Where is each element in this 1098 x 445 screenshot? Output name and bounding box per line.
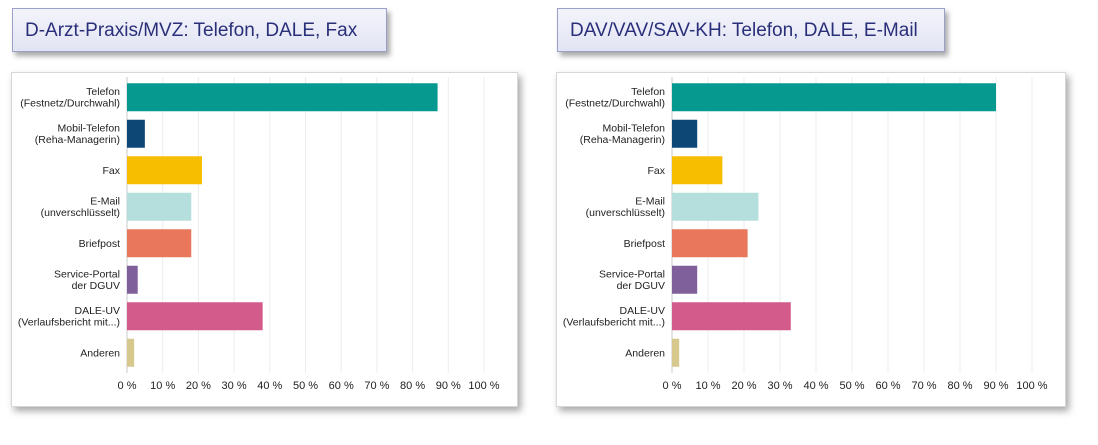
category-label: (unverschlüsselt) xyxy=(586,207,665,219)
category-label: Telefon xyxy=(86,86,120,98)
chart-panel-right: 0 % 10 % 20 % 30 % 40 % 50 % 60 % 70 % 80 % 90 % 1… xyxy=(556,72,1066,407)
category-label: Fax xyxy=(102,165,120,177)
bar xyxy=(127,265,138,294)
x-tick-label: 60 % xyxy=(329,380,354,392)
category-label: Anderen xyxy=(625,347,665,359)
category-label: E-Mail xyxy=(90,196,120,208)
x-tick-label: 80 % xyxy=(400,380,425,392)
bar xyxy=(127,229,192,258)
category-label: Mobil-Telefon xyxy=(58,123,121,135)
x-tick-label: 0 % xyxy=(663,380,682,392)
category-label: Mobil-Telefon xyxy=(603,123,666,135)
chart-panel-left: 0 % 10 % 20 % 30 % 40 % 50 % 60 % 70 % 80 % 90 % 1… xyxy=(11,72,518,407)
category-label: E-Mail xyxy=(635,196,665,208)
x-tick-label: 70 % xyxy=(364,380,389,392)
x-tick-label: 80 % xyxy=(947,380,972,392)
category-label: (unverschlüsselt) xyxy=(41,207,120,219)
x-tick-label: 40 % xyxy=(257,380,282,392)
x-tick-label: 40 % xyxy=(803,380,828,392)
bar xyxy=(672,229,748,258)
category-label: der DGUV xyxy=(72,280,120,292)
category-label: (Verlaufsbericht mit...) xyxy=(563,317,665,329)
chart-title-left: D-Arzt-Praxis/MVZ: Telefon, DALE, Fax xyxy=(12,8,387,52)
x-tick-label: 0 % xyxy=(118,380,137,392)
bar xyxy=(672,192,759,221)
bar xyxy=(672,265,698,294)
category-label: Service-Portal xyxy=(54,269,120,281)
x-tick-label: 30 % xyxy=(222,380,247,392)
bar xyxy=(672,119,698,148)
bar xyxy=(127,192,192,221)
x-tick-label: 100 % xyxy=(1016,380,1047,392)
x-tick-label: 60 % xyxy=(875,380,900,392)
bar-chart-right: 0 % 10 % 20 % 30 % 40 % 50 % 60 % 70 % 80 % 90 % 1… xyxy=(563,77,1048,392)
bar xyxy=(672,156,723,185)
category-label: (Verlaufsbericht mit...) xyxy=(18,317,120,329)
bar xyxy=(127,338,135,367)
x-tick-label: 10 % xyxy=(150,380,175,392)
category-label: der DGUV xyxy=(617,280,665,292)
category-label: Service-Portal xyxy=(599,269,665,281)
bar xyxy=(127,302,263,331)
x-tick-label: 100 % xyxy=(468,380,499,392)
category-label: (Reha-Managerin) xyxy=(580,134,665,146)
bar-chart-left: 0 % 10 % 20 % 30 % 40 % 50 % 60 % 70 % 80 % 90 % 1… xyxy=(18,77,500,392)
x-tick-label: 30 % xyxy=(767,380,792,392)
bar xyxy=(672,338,680,367)
bar xyxy=(127,119,145,148)
bar xyxy=(672,83,996,112)
bar xyxy=(672,302,791,331)
category-label: Fax xyxy=(647,165,665,177)
category-label: (Reha-Managerin) xyxy=(35,134,120,146)
category-label: Anderen xyxy=(80,347,120,359)
category-label: (Festnetz/Durchwahl) xyxy=(20,98,120,110)
category-label: (Festnetz/Durchwahl) xyxy=(565,98,665,110)
x-tick-label: 10 % xyxy=(695,380,720,392)
x-tick-label: 20 % xyxy=(731,380,756,392)
bar xyxy=(127,156,202,185)
x-tick-label: 50 % xyxy=(293,380,318,392)
category-label: DALE-UV xyxy=(74,305,120,317)
x-tick-label: 70 % xyxy=(911,380,936,392)
chart-title-right: DAV/VAV/SAV-KH: Telefon, DALE, E-Mail xyxy=(557,8,945,52)
x-tick-label: 90 % xyxy=(436,380,461,392)
category-label: DALE-UV xyxy=(619,305,665,317)
x-tick-label: 20 % xyxy=(186,380,211,392)
bar xyxy=(127,83,438,112)
category-label: Briefpost xyxy=(79,238,121,250)
x-tick-label: 50 % xyxy=(839,380,864,392)
category-label: Briefpost xyxy=(624,238,666,250)
x-tick-label: 90 % xyxy=(983,380,1008,392)
category-label: Telefon xyxy=(631,86,665,98)
